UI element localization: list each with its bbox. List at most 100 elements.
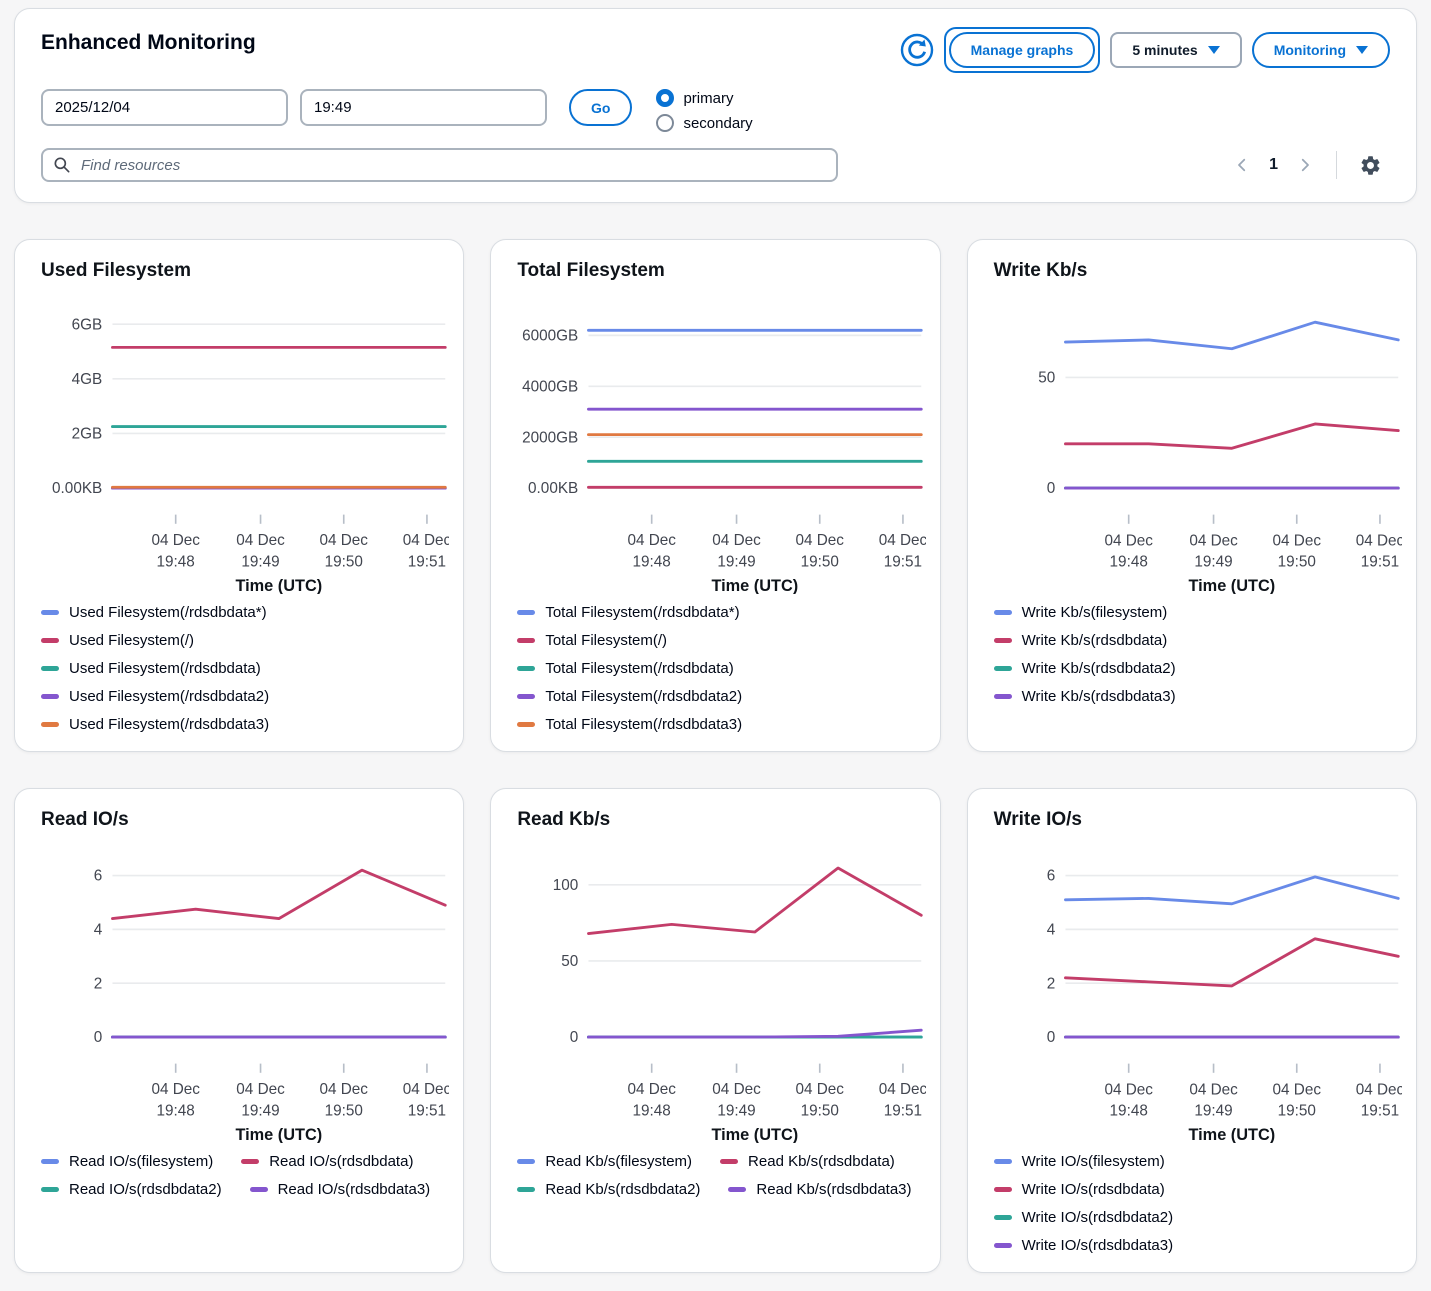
x-tick-label: 19:49 bbox=[241, 554, 279, 571]
x-tick-label: 04 Dec bbox=[1104, 532, 1153, 549]
radio-secondary-label: secondary bbox=[683, 114, 753, 132]
legend-dash-icon bbox=[993, 638, 1012, 644]
chart-plot[interactable]: 100 50 0 04 Dec 19:48 04 Dec 19:49 04 Dec 19:50 0… bbox=[517, 837, 926, 1143]
legend-dash-icon bbox=[517, 1159, 536, 1165]
x-tick-label: 04 Dec bbox=[1272, 1081, 1321, 1098]
chart-plot[interactable]: 6 4 2 0 04 Dec 19:48 04 Dec 19:49 04 Dec 19:50 04 … bbox=[994, 837, 1402, 1144]
y-tick-label: 0.00KB bbox=[52, 480, 102, 497]
legend-label: Write Kb/s(rdsdbdata) bbox=[1021, 632, 1168, 650]
legend-item[interactable]: Read IO/s(rdsdbdata3) bbox=[249, 1181, 430, 1198]
chart-plot[interactable]: 6 4 2 0 04 Dec 19:48 04 Dec 19:49 04 Dec 19:50 04 … bbox=[41, 837, 450, 1144]
y-tick-label: 0 bbox=[1046, 480, 1055, 497]
legend-item[interactable]: Write Kb/s(rdsdbdata) bbox=[993, 632, 1392, 650]
legend-item[interactable]: Used Filesystem(/rdsdbdata) bbox=[41, 660, 439, 677]
legend-label: Write Kb/s(filesystem) bbox=[1021, 604, 1168, 622]
legend-item[interactable]: Read Kb/s(filesystem) bbox=[517, 1153, 692, 1170]
legend-item[interactable]: Write Kb/s(filesystem) bbox=[993, 604, 1392, 622]
chart-plot[interactable]: 50 0 04 Dec 19:48 04 Dec 19:49 04 Dec 19:50 04 D… bbox=[994, 288, 1402, 594]
x-tick-label: 19:48 bbox=[1109, 1103, 1147, 1120]
y-tick-label: 2GB bbox=[72, 426, 103, 443]
legend-item[interactable]: Write IO/s(rdsdbdata) bbox=[993, 1181, 1392, 1199]
y-tick-label: 6000GB bbox=[522, 327, 578, 344]
chart-legend: Write Kb/s(filesystem) Write Kb/s(rdsdbda… bbox=[993, 604, 1402, 706]
legend-item[interactable]: Read Kb/s(rdsdbdata3) bbox=[728, 1181, 912, 1198]
next-page-button[interactable] bbox=[1288, 152, 1322, 178]
legend-item[interactable]: Used Filesystem(/rdsdbdata3) bbox=[41, 716, 439, 733]
x-axis-title: Time (UTC) bbox=[235, 577, 322, 594]
chart-title: Write IO/s bbox=[993, 809, 1082, 831]
legend-label: Write IO/s(rdsdbdata) bbox=[1021, 1181, 1165, 1199]
legend-item[interactable]: Read IO/s(filesystem) bbox=[41, 1153, 213, 1170]
legend-item[interactable]: Read IO/s(rdsdbdata2) bbox=[41, 1181, 222, 1198]
legend-dash-icon bbox=[993, 1215, 1012, 1221]
charts-grid: Used Filesystem 6GB 4GB 2GB 0.00KB 04 Dec 19:… bbox=[14, 239, 1417, 1274]
legend-item[interactable]: Read Kb/s(rdsdbdata2) bbox=[517, 1181, 700, 1198]
y-tick-label: 0 bbox=[570, 1029, 579, 1046]
monitoring-dropdown[interactable]: Monitoring bbox=[1251, 32, 1390, 68]
legend-dash-icon bbox=[241, 1159, 260, 1165]
legend-dash-icon bbox=[41, 610, 59, 616]
x-tick-label: 19:51 bbox=[408, 554, 446, 571]
chart-card: Write Kb/s 50 0 04 Dec 19:48 04 Dec 19:49 04 D… bbox=[966, 239, 1417, 753]
search-icon bbox=[54, 157, 70, 173]
legend-item[interactable]: Used Filesystem(/rdsdbdata2) bbox=[41, 688, 439, 705]
go-button[interactable]: Go bbox=[569, 89, 633, 126]
x-tick-label: 04 Dec bbox=[403, 532, 450, 549]
chart-card: Write IO/s 6 4 2 0 04 Dec 19:48 04 Dec 19:49 04 … bbox=[966, 788, 1417, 1274]
series-line bbox=[111, 868, 447, 921]
legend-item[interactable]: Write IO/s(rdsdbdata2) bbox=[993, 1209, 1392, 1227]
legend-dash-icon bbox=[517, 638, 536, 644]
date-field[interactable] bbox=[41, 89, 288, 126]
x-tick-label: 04 Dec bbox=[879, 532, 926, 549]
search-input[interactable] bbox=[41, 148, 838, 182]
x-axis-title: Time (UTC) bbox=[1188, 577, 1275, 594]
legend-dash-icon bbox=[41, 1187, 59, 1193]
legend-item[interactable]: Write IO/s(filesystem) bbox=[993, 1153, 1392, 1170]
chart-title: Write Kb/s bbox=[993, 260, 1088, 281]
legend-label: Total Filesystem(/) bbox=[545, 632, 668, 650]
x-tick-label: 19:51 bbox=[1360, 554, 1398, 571]
manage-graphs-button[interactable]: Manage graphs bbox=[948, 32, 1096, 68]
prev-page-button[interactable] bbox=[1225, 152, 1259, 178]
x-tick-label: 19:50 bbox=[801, 1103, 839, 1120]
legend-label: Write IO/s(rdsdbdata2) bbox=[1021, 1209, 1174, 1227]
legend-item[interactable]: Total Filesystem(/rdsdbdata3) bbox=[517, 716, 915, 733]
legend-dash-icon bbox=[728, 1187, 747, 1193]
refresh-button[interactable] bbox=[900, 33, 934, 67]
legend-item[interactable]: Read Kb/s(rdsdbdata) bbox=[720, 1153, 895, 1170]
chevron-left-icon bbox=[1238, 158, 1246, 172]
legend-item[interactable]: Used Filesystem(/) bbox=[41, 632, 439, 649]
legend-label: Used Filesystem(/rdsdbdata2) bbox=[69, 688, 270, 706]
x-tick-label: 04 Dec bbox=[236, 1081, 285, 1098]
chart-plot[interactable]: 6GB 4GB 2GB 0.00KB 04 Dec 19:48 04 Dec 19:49 04 … bbox=[41, 288, 449, 594]
x-tick-label: 19:50 bbox=[325, 554, 363, 571]
legend-item[interactable]: Total Filesystem(/rdsdbdata*) bbox=[517, 604, 915, 621]
legend-item[interactable]: Read IO/s(rdsdbdata) bbox=[241, 1153, 413, 1170]
legend-item[interactable]: Total Filesystem(/rdsdbdata2) bbox=[517, 688, 915, 705]
legend-label: Write IO/s(rdsdbdata3) bbox=[1021, 1237, 1174, 1255]
radio-primary[interactable]: primary bbox=[656, 89, 752, 107]
settings-button[interactable] bbox=[1351, 150, 1390, 181]
legend-item[interactable]: Total Filesystem(/) bbox=[517, 632, 915, 649]
page-number[interactable]: 1 bbox=[1269, 156, 1278, 173]
legend-label: Write Kb/s(rdsdbdata3) bbox=[1021, 688, 1176, 706]
time-field[interactable] bbox=[300, 89, 547, 126]
legend-item[interactable]: Total Filesystem(/rdsdbdata) bbox=[517, 660, 915, 677]
x-tick-label: 19:48 bbox=[157, 1103, 195, 1120]
chart-title: Read Kb/s bbox=[517, 809, 611, 831]
legend-label: Read Kb/s(rdsdbdata) bbox=[748, 1153, 895, 1171]
interval-dropdown[interactable]: 5 minutes bbox=[1110, 32, 1242, 68]
radio-secondary[interactable]: secondary bbox=[656, 114, 753, 132]
series-line bbox=[587, 1029, 923, 1039]
chart-plot[interactable]: 6000GB 4000GB 2000GB 0.00KB 04 Dec 19:48 04 De… bbox=[517, 288, 925, 594]
series-line bbox=[1063, 320, 1400, 351]
legend-item[interactable]: Write Kb/s(rdsdbdata3) bbox=[993, 688, 1392, 706]
legend-item[interactable]: Write Kb/s(rdsdbdata2) bbox=[993, 660, 1392, 677]
legend-item[interactable]: Used Filesystem(/rdsdbdata*) bbox=[41, 604, 439, 621]
legend-label: Total Filesystem(/rdsdbdata*) bbox=[545, 604, 740, 622]
legend-label: Total Filesystem(/rdsdbdata) bbox=[545, 660, 734, 678]
x-axis-title: Time (UTC) bbox=[1188, 1126, 1275, 1143]
x-tick-label: 04 Dec bbox=[1189, 1081, 1238, 1098]
interval-dropdown-label: 5 minutes bbox=[1132, 42, 1198, 58]
legend-item[interactable]: Write IO/s(rdsdbdata3) bbox=[993, 1237, 1392, 1255]
